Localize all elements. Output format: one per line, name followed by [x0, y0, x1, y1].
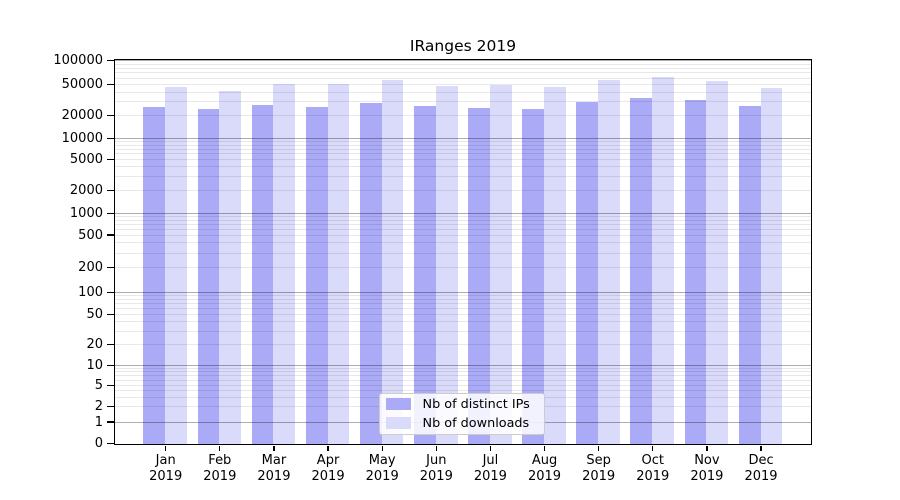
y-tick-mark — [106, 189, 114, 192]
x-tick-label-aug: Aug 2019 — [527, 453, 562, 484]
gridline-minor — [114, 72, 811, 74]
bar-downloads-jul — [489, 85, 512, 444]
x-tick-mark — [598, 445, 600, 451]
bar-distinct-ips-feb — [197, 108, 220, 444]
x-tick-label-may: May 2019 — [365, 453, 399, 484]
x-tick-label-apr: Apr 2019 — [311, 453, 345, 484]
bar-downloads-aug — [544, 86, 566, 444]
x-tick-mark — [435, 445, 437, 451]
bar-downloads-feb — [219, 90, 242, 444]
x-tick-mark — [327, 445, 329, 451]
bar-downloads-apr — [327, 83, 350, 444]
y-tick-label: 2000 — [69, 183, 103, 198]
y-tick-mark — [106, 158, 114, 160]
gridline-major — [114, 60, 811, 61]
y-tick-mark — [106, 406, 114, 408]
y-tick-mark — [106, 385, 114, 387]
y-tick-label: 0 — [94, 436, 103, 451]
x-tick-label-dec: Dec 2019 — [744, 453, 778, 484]
y-tick-label: 50 — [86, 306, 103, 322]
y-tick-label: 10000 — [61, 131, 103, 146]
bar-downloads-dec — [760, 87, 783, 444]
bar-downloads-nov — [706, 80, 729, 444]
bar-downloads-jan — [165, 86, 187, 444]
y-tick-label: 20 — [86, 336, 103, 352]
x-tick-mark — [706, 445, 708, 451]
bar-distinct-ips-aug — [522, 108, 545, 444]
chart-title: IRanges 2019 — [409, 37, 517, 55]
legend-item-distinct-ips: Nb of distinct IPs — [380, 396, 544, 412]
y-tick-mark — [106, 83, 114, 86]
y-tick-mark — [106, 313, 114, 315]
y-tick-mark — [106, 364, 114, 366]
bar-downloads-jun — [435, 85, 458, 444]
y-tick-label: 2 — [94, 399, 103, 415]
x-tick-label-nov: Nov 2019 — [690, 453, 724, 484]
y-tick-mark — [106, 266, 114, 269]
x-tick-mark — [381, 445, 383, 451]
x-tick-mark — [760, 445, 762, 451]
x-tick-label-sep: Sep 2019 — [582, 453, 616, 484]
bar-distinct-ips-may — [359, 102, 382, 444]
bar-distinct-ips-oct — [630, 98, 653, 444]
bar-distinct-ips-jun — [414, 105, 436, 444]
bar-distinct-ips-sep — [576, 101, 599, 444]
bar-distinct-ips-apr — [305, 106, 328, 444]
bar-downloads-oct — [652, 76, 675, 444]
legend-label-distinct-ips: Nb of distinct IPs — [422, 396, 530, 412]
x-tick-label-feb: Feb 2019 — [203, 453, 237, 484]
x-tick-mark — [489, 445, 492, 451]
bar-distinct-ips-dec — [738, 106, 761, 444]
y-tick-mark — [106, 137, 114, 140]
y-tick-label: 500 — [78, 227, 103, 243]
gridline-minor — [114, 77, 811, 79]
legend-item-downloads: Nb of downloads — [380, 415, 544, 431]
bar-downloads-sep — [598, 80, 620, 444]
y-tick-mark — [106, 234, 114, 236]
x-tick-mark — [652, 445, 654, 451]
y-tick-mark — [106, 343, 114, 345]
x-tick-label-jan: Jan 2019 — [149, 453, 183, 484]
y-tick-label: 200 — [78, 260, 103, 275]
legend-swatch-distinct-ips — [385, 397, 411, 411]
x-tick-mark — [543, 445, 546, 451]
y-tick-label: 100 — [78, 285, 103, 301]
plot-area: Nb of distinct IPs Nb of downloads — [113, 58, 812, 445]
x-tick-label-mar: Mar 2019 — [257, 453, 291, 484]
x-tick-label-jun: Jun 2019 — [419, 453, 453, 484]
y-tick-label: 5 — [94, 378, 103, 394]
y-tick-mark — [106, 212, 114, 215]
y-tick-mark — [106, 114, 114, 117]
bar-distinct-ips-nov — [684, 100, 707, 444]
y-tick-label: 50000 — [61, 77, 103, 92]
y-tick-label: 100000 — [53, 53, 103, 68]
gridline-minor — [114, 67, 811, 69]
x-tick-label-oct: Oct 2019 — [636, 453, 670, 484]
y-tick-mark — [106, 442, 114, 445]
y-tick-mark — [106, 292, 114, 294]
gridline-minor — [114, 63, 811, 65]
legend-swatch-downloads — [385, 416, 411, 430]
y-tick-label: 1 — [94, 414, 103, 430]
x-tick-label-jul: Jul 2019 — [473, 453, 507, 484]
bar-distinct-ips-mar — [251, 105, 274, 444]
bar-distinct-ips-jul — [468, 108, 490, 444]
y-tick-mark — [106, 59, 114, 62]
x-tick-mark — [273, 445, 275, 451]
legend: Nb of distinct IPs Nb of downloads — [378, 392, 545, 435]
y-tick-label: 5000 — [69, 151, 103, 167]
bar-downloads-may — [381, 80, 404, 444]
y-tick-label: 10 — [86, 357, 103, 373]
x-tick-mark — [219, 445, 221, 451]
legend-label-downloads: Nb of downloads — [422, 415, 530, 431]
y-tick-label: 1000 — [69, 206, 103, 221]
bar-distinct-ips-jan — [143, 107, 166, 444]
y-tick-mark — [106, 421, 114, 423]
bar-downloads-mar — [273, 84, 296, 444]
y-tick-label: 20000 — [61, 108, 103, 123]
x-tick-mark — [165, 445, 167, 451]
